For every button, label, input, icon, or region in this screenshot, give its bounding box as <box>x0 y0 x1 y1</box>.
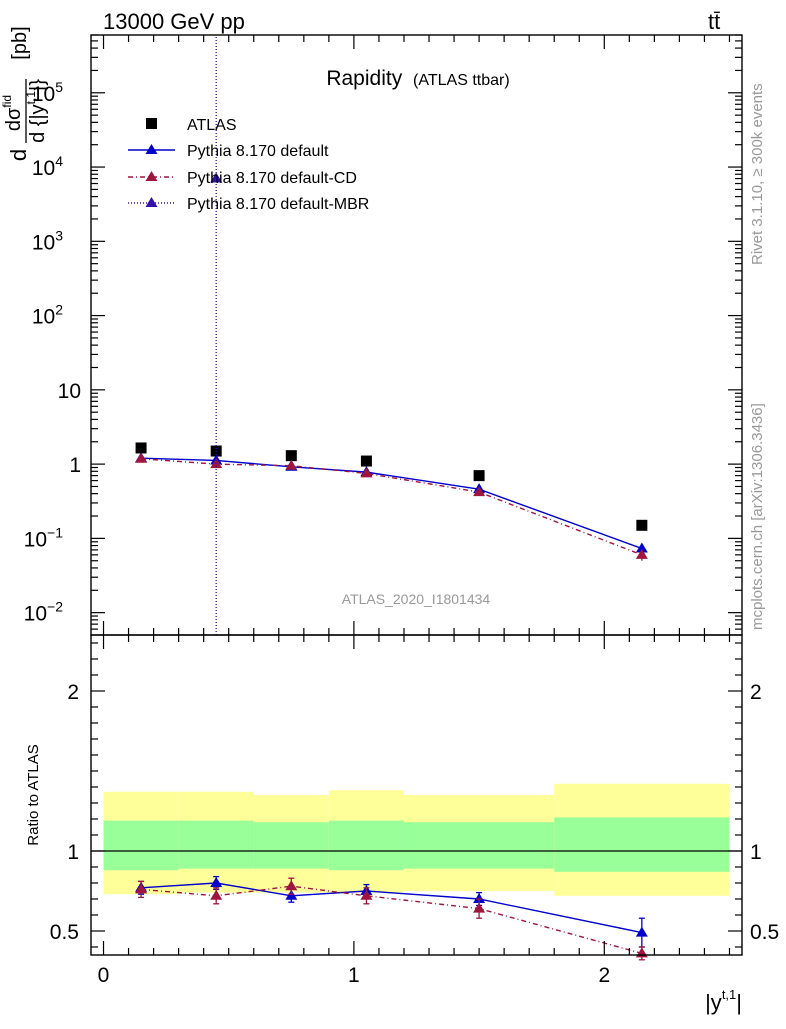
xlabel-end: | <box>736 990 742 1015</box>
main-y-tick-label: 105 <box>32 79 63 106</box>
ylabel-num-sup: fid <box>0 95 14 108</box>
atlas-data-point <box>135 442 147 454</box>
ratio-axis-ticks: 0.5 0.5 1 1 2 2 0 1 2 <box>50 635 779 987</box>
atlas-data-point <box>285 450 297 462</box>
legend-default-label: Pythia 8.170 default <box>187 143 329 160</box>
rivet-label: Rivet 3.1.10, ≥ 300k events <box>749 83 766 265</box>
main-y-tick-label-exponent: 5 <box>55 79 63 95</box>
ratio-y-tick-label-right: 1 <box>750 841 762 864</box>
default-ratio-marker <box>473 893 486 903</box>
ratio-band-inner <box>178 820 254 869</box>
default-marker <box>635 542 648 553</box>
ratio-ylabel: Ratio to ATLAS <box>25 744 42 845</box>
watermark: ATLAS_2020_I1801434 <box>342 591 491 607</box>
main-subtitle-text: (ATLAS ttbar) <box>413 72 510 89</box>
default-ratio-marker <box>210 877 223 887</box>
mcplots-label: mcplots.cern.ch [arXiv:1306.3436] <box>749 403 766 630</box>
ratio-xlabel: |yt,1| <box>705 987 742 1015</box>
main-y-tick-label: 104 <box>32 153 63 180</box>
ylabel-unit: [pb] <box>9 26 31 59</box>
ratio-band-inner <box>253 822 329 869</box>
cd-ratio-marker <box>285 880 298 891</box>
legend-item-atlas: ATLAS <box>146 117 237 134</box>
legend-mbr-label: Pythia 8.170 default-MBR <box>187 196 369 213</box>
default-ratio-line <box>141 882 642 934</box>
cd-marker <box>135 452 148 463</box>
xlabel-base: |y <box>705 990 722 1015</box>
process-label: tt̄ <box>708 9 720 34</box>
legend-default-marker <box>145 144 158 154</box>
cd-series-line <box>141 458 643 556</box>
main-y-tick-label: 1 <box>69 454 81 477</box>
ratio-band-inner <box>328 820 404 871</box>
main-y-tick-label: 10−1 <box>24 524 64 551</box>
ratio-y-tick-label-right: 0.5 <box>750 921 779 944</box>
legend: ATLAS Pythia 8.170 default Pythia 8.170 … <box>128 117 369 213</box>
main-panel: 10−2 10−1 1 10 102 103 104 105 Rapidity (ATLAS … <box>0 26 743 636</box>
ylabel-den-sup: t,1 <box>24 91 38 105</box>
atlas-data-point <box>360 455 372 467</box>
ratio-y-tick-label: 0.5 <box>50 921 79 944</box>
cd-marker <box>285 459 298 470</box>
atlas-data-point <box>636 519 648 531</box>
ratio-panel: 0.5 0.5 1 1 2 2 0 1 2 Ratio to ATLAS |yt,1| <box>25 634 779 1015</box>
ratio-x-tick-label: 2 <box>598 964 610 987</box>
ylabel-num-text: dσ <box>3 107 25 131</box>
ylabel-den-end: |} <box>27 79 49 91</box>
cd-ratio-marker <box>473 902 486 913</box>
main-title-text: Rapidity <box>326 67 402 90</box>
main-y-tick-label-exponent: 2 <box>55 302 63 318</box>
legend-cd-marker <box>145 171 158 181</box>
ratio-x-tick-label: 0 <box>98 964 110 987</box>
atlas-data-point <box>473 470 485 482</box>
main-plot-area <box>135 35 648 635</box>
mbr-marker <box>210 172 223 183</box>
ratio-plot-area <box>91 783 742 961</box>
cd-ratio-line <box>141 885 643 955</box>
main-y-tick-label-exponent: 4 <box>55 153 63 169</box>
cd-marker <box>360 467 373 478</box>
main-y-tick-label: 102 <box>32 302 63 329</box>
main-y-tick-label-exponent: 3 <box>55 227 63 243</box>
legend-item-default: Pythia 8.170 default <box>128 143 329 160</box>
main-y-tick-label: 10−2 <box>24 599 64 626</box>
main-y-tick-label-exponent: −1 <box>47 524 63 540</box>
cd-marker <box>635 548 648 559</box>
legend-atlas-label: ATLAS <box>187 117 237 134</box>
legend-mbr-marker <box>145 197 158 207</box>
legend-cd-label: Pythia 8.170 default-CD <box>187 170 357 187</box>
legend-item-mbr: Pythia 8.170 default-MBR <box>128 196 369 213</box>
energy-label: 13000 GeV pp <box>103 9 245 34</box>
ratio-band-inner <box>554 817 730 872</box>
ratio-y-tick-label-right: 2 <box>750 681 762 704</box>
ylabel-num: dσfid <box>0 95 25 131</box>
default-series-line <box>141 457 643 550</box>
ratio-band-inner <box>103 820 179 871</box>
main-axis-ticks: 10−2 10−1 1 10 102 103 104 105 <box>24 34 742 635</box>
cd-ratio-marker <box>360 889 373 900</box>
main-ylabel: d dσfid d {|yt,1|} [pb] <box>0 26 49 161</box>
cd-marker <box>473 486 486 497</box>
main-y-tick-label: 103 <box>32 227 63 254</box>
legend-item-cd: Pythia 8.170 default-CD <box>128 170 357 187</box>
main-y-tick-label: 10 <box>58 380 81 403</box>
legend-atlas-marker <box>146 118 157 129</box>
ratio-y-tick-label: 1 <box>67 841 79 864</box>
cd-ratio-marker <box>135 883 148 894</box>
ratio-frame <box>90 634 743 956</box>
main-title: Rapidity (ATLAS ttbar) <box>326 67 509 90</box>
ratio-x-tick-label: 1 <box>348 964 360 987</box>
ylabel-den: d {|yt,1|} <box>24 79 49 143</box>
xlabel-sup: t,1 <box>722 987 736 1002</box>
ylabel-den-text: d {|y <box>27 104 49 143</box>
default-ratio-marker <box>635 926 648 937</box>
ratio-band-inner <box>403 822 555 869</box>
main-y-tick-label-exponent: −2 <box>47 599 63 615</box>
ylabel-d: d <box>6 149 31 161</box>
ratio-y-tick-label: 2 <box>67 681 79 704</box>
cd-ratio-marker <box>210 889 223 900</box>
